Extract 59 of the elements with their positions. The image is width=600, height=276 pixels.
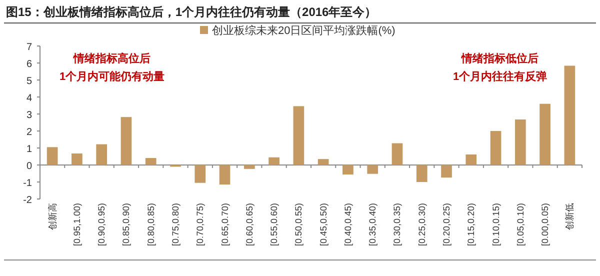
x-tick-label: [0.95,1.00) (72, 202, 82, 246)
x-tick-label: [0.40,0.45) (342, 202, 353, 246)
x-tick-label: [0.60,0.65) (244, 202, 254, 246)
bar (46, 147, 58, 165)
x-tick-label: [0.85,0.90) (121, 202, 132, 246)
bar (72, 153, 82, 165)
y-tick-label: -1 (23, 178, 32, 189)
bar (96, 144, 108, 165)
legend-label: 创业板综未来20日区间平均涨跌幅(%) (212, 24, 396, 37)
x-tick-label: [0.90,0.95) (96, 202, 107, 246)
x-tick-label: [0.65,0.70) (220, 202, 230, 246)
x-tick-label: [0.50,0.55) (294, 202, 304, 246)
x-tick-label: [0.30,0.35) (392, 202, 402, 246)
bar (416, 165, 428, 182)
x-tick-label: 创新低 (564, 203, 575, 230)
y-tick-label: -2 (23, 195, 32, 206)
x-tick-label: [0.05,0.10) (515, 202, 526, 246)
y-tick-label: 7 (26, 42, 32, 53)
bar (194, 165, 206, 183)
x-tick-label: [0.45,0.50) (318, 202, 328, 246)
bar (219, 165, 230, 185)
y-tick-label: 0 (26, 161, 32, 172)
bar (490, 131, 502, 165)
x-tick-label: [0.35,0.40) (368, 202, 378, 246)
y-tick-label: 4 (26, 93, 32, 104)
y-tick-label: 5 (26, 76, 32, 87)
y-tick-label: 2 (26, 127, 32, 138)
bar (540, 104, 550, 165)
bar (342, 165, 354, 175)
x-tick-label: [0.75,0.80) (170, 202, 180, 246)
y-tick-label: 6 (26, 59, 32, 70)
x-tick-label: 创新高 (47, 203, 58, 230)
bar (293, 106, 304, 165)
bar (120, 117, 132, 165)
bar (244, 165, 255, 169)
annotation: 1个月内往往有反弹 (452, 70, 548, 83)
x-tick-label: [0.70,0.75) (195, 202, 206, 246)
annotation: 情绪指标低位后 (460, 52, 538, 65)
bar (466, 154, 477, 165)
y-tick-label: 3 (26, 110, 32, 121)
x-tick-label: [0.55,0.60) (269, 202, 280, 246)
x-tick-label: [0.15,0.20) (466, 202, 476, 246)
bar (514, 119, 526, 165)
bar (318, 159, 329, 165)
x-tick-label: [0.25,0.30) (416, 202, 427, 246)
annotation: 情绪指标高位后 (72, 52, 150, 65)
bar (564, 66, 576, 165)
x-tick-label: [0.80,0.85) (146, 202, 156, 246)
bar (441, 165, 452, 178)
bar (145, 158, 156, 165)
bar (268, 157, 280, 165)
bar (367, 165, 378, 174)
bar (392, 143, 403, 165)
x-tick-label: [0.00,0.05) (540, 202, 550, 246)
chart-title: 图15：创业板情绪指标高位后，1个月内往往仍有动量（2016年至今） (6, 5, 377, 19)
x-tick-label: [0.20,0.25) (442, 202, 452, 246)
annotation: 1个月内可能仍有动量 (59, 70, 165, 83)
y-tick-label: 1 (26, 144, 32, 155)
x-tick-label: [0.10,0.15) (490, 202, 501, 246)
